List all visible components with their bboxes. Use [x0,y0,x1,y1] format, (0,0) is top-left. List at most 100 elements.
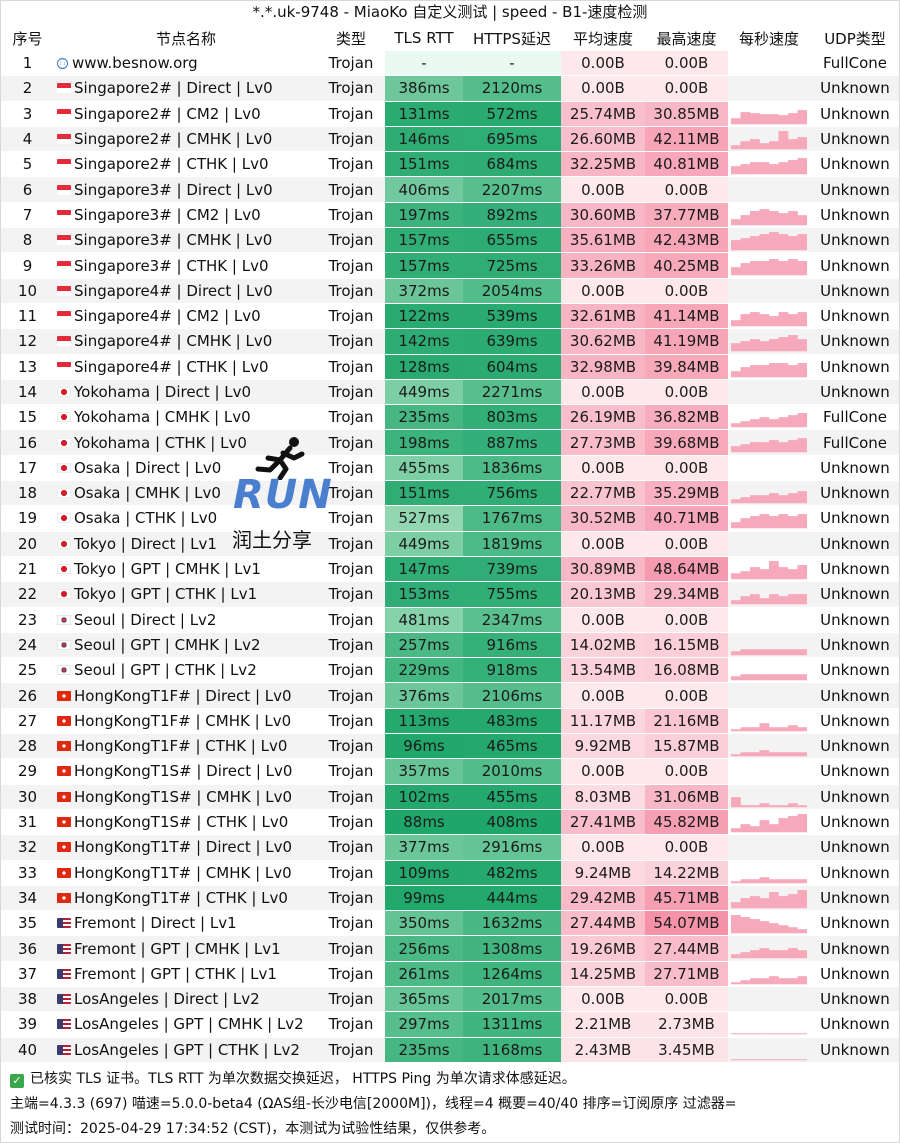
speed-sparkline-bar [750,112,760,124]
node-type: Trojan [317,506,385,532]
table-row: 34 HongKongT1T# | CTHK | Lv0 Trojan 99ms 444… [0,885,900,912]
speed-sparkline-bar [750,950,760,959]
avg-speed: 0.00B [561,379,645,406]
udp-type: Unknown [810,177,900,203]
table-row: 10 Singapore4# | Direct | Lv0 Trojan 372ms 2… [0,278,900,304]
speed-sparkline-bar [731,754,741,757]
https-latency: 639ms [463,329,561,355]
speed-sparkline-bar [769,164,779,175]
flag-sg-icon [57,209,71,220]
speed-sparkline-bar [759,442,770,453]
node-name-cell: Singapore3# | CMHK | Lv0 [55,228,317,254]
tls-rtt: 146ms [385,126,463,153]
per-second-speed [728,961,810,987]
tls-rtt: 88ms [385,809,463,836]
speed-sparkline-bar [778,212,789,226]
per-second-speed [728,885,810,912]
per-second-speed [728,835,810,861]
tls-rtt: 257ms [385,632,463,659]
speed-sparkline [731,722,807,731]
speed-sparkline-bar [778,649,789,656]
speed-sparkline-bar [750,826,760,833]
node-type: Trojan [317,101,385,127]
speed-sparkline [731,491,807,504]
node-name-cell: HongKongT1T# | CMHK | Lv0 [55,860,317,886]
flag-hk-icon [57,842,71,853]
node-name-cell: HongKongT1S# | Direct | Lv0 [55,759,317,785]
speed-sparkline-bar [731,600,741,605]
speed-sparkline [731,649,807,656]
globe-icon [57,58,68,70]
max-speed: 0.00B [645,759,728,785]
row-index: 29 [0,759,55,785]
row-index: 13 [0,354,55,380]
node-name-cell: Singapore4# | CTHK | Lv0 [55,354,317,380]
table-row: 29 HongKongT1S# | Direct | Lv0 Trojan 357ms… [0,759,900,785]
table-row: 18 Osaka | CMHK | Lv0 Trojan 151ms 756ms 22.7… [0,481,900,507]
udp-type: Unknown [810,607,900,633]
per-second-speed [728,506,810,532]
flag-kr-icon [57,614,71,625]
max-speed: 48.64MB [645,556,728,583]
node-name-cell: Singapore2# | CTHK | Lv0 [55,152,317,178]
footer-line-1: ✓ 已核实 TLS 证书。TLS RTT 为单次数据交换延迟， HTTPS Pin… [10,1067,900,1092]
speed-sparkline-bar [731,423,741,428]
node-name-cell: Singapore4# | CM2 | Lv0 [55,303,317,330]
avg-speed: 29.42MB [561,885,645,912]
node-type: Trojan [317,531,385,557]
row-index: 27 [0,708,55,735]
node-name: Yokohama | Direct | Lv0 [74,383,252,401]
flag-hk-icon [57,766,71,777]
node-type: Trojan [317,734,385,760]
row-index: 25 [0,658,55,684]
node-name-cell: Tokyo | GPT | CTHK | Lv1 [55,582,317,608]
per-second-speed [728,809,810,836]
https-latency: 725ms [463,253,561,279]
node-name-cell: HongKongT1F# | Direct | Lv0 [55,683,317,709]
speed-sparkline-bar [759,208,770,226]
node-name-cell: HongKongT1F# | CMHK | Lv0 [55,708,317,735]
speed-sparkline-bar [797,878,807,883]
speed-sparkline-bar [797,491,807,504]
row-index: 3 [0,101,55,127]
speed-sparkline-bar [750,516,760,529]
speed-sparkline [731,158,807,175]
avg-speed: 0.00B [561,455,645,482]
node-name: LosAngeles | GPT | CMHK | Lv2 [74,1015,304,1034]
node-name: Osaka | CTHK | Lv0 [74,509,218,528]
row-index: 24 [0,632,55,659]
per-second-speed [728,632,810,659]
flag-hk-icon [57,892,71,903]
max-speed: 39.68MB [645,430,728,456]
table-row: 4 Singapore2# | CMHK | Lv0 Trojan 146ms 695m… [0,126,900,153]
speed-sparkline-bar [769,594,779,605]
tls-rtt: 96ms [385,734,463,760]
speed-sparkline-bar [731,320,741,327]
speed-sparkline-bar [778,234,789,251]
header-index: 序号 [0,25,55,51]
udp-type: Unknown [810,379,900,406]
speed-sparkline-bar [797,950,807,959]
udp-type: Unknown [810,936,900,962]
speed-sparkline-bar [740,649,751,656]
speed-sparkline-bar [797,514,807,529]
tls-rtt: 198ms [385,430,463,456]
speed-sparkline-bar [750,594,760,605]
https-latency: 1767ms [463,506,561,532]
row-index: 17 [0,455,55,482]
flag-sg-icon [57,83,71,94]
speed-sparkline-bar [740,214,751,226]
table-row: 30 HongKongT1S# | CMHK | Lv0 Trojan 102ms 45… [0,784,900,810]
speed-sparkline-bar [731,981,741,984]
node-type: Trojan [317,126,385,153]
udp-type: Unknown [810,835,900,861]
footer-line-3: 测试时间：2025-04-29 17:34:52 (CST)，本测试为试验性结果… [10,1121,496,1137]
speed-sparkline-bar [750,139,760,150]
speed-sparkline-bar [797,312,807,327]
speed-sparkline-bar [769,316,779,327]
node-type: Trojan [317,405,385,431]
speed-sparkline-bar [788,112,798,124]
max-speed: 0.00B [645,278,728,304]
flag-sg-icon [57,361,71,372]
max-speed: 0.00B [645,531,728,557]
